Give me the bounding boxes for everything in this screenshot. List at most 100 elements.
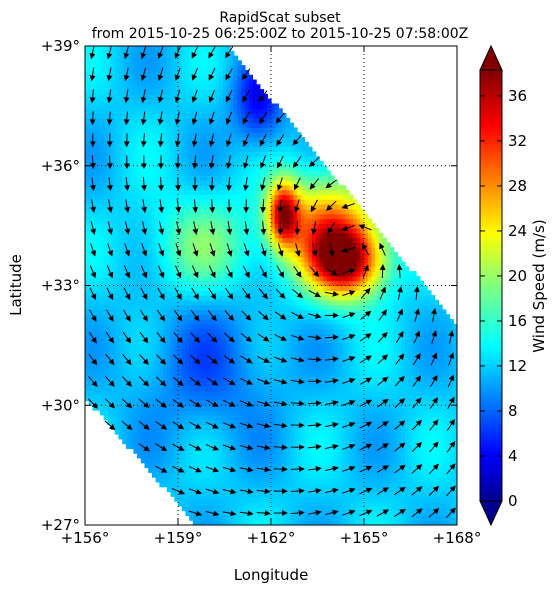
heat-cell [137,108,142,114]
heat-cell [181,46,187,52]
heat-cell [114,366,120,373]
heat-cell [103,84,108,90]
heat-cell [285,194,291,200]
heat-cell [230,55,235,61]
heat-cell [189,266,194,272]
heat-cell [174,223,179,229]
heat-cell [233,448,239,454]
heat-cell [174,208,179,215]
heat-cell [259,156,265,162]
heat-cell [285,491,291,497]
heat-cell [148,117,153,124]
heat-cell [248,515,253,521]
heat-cell [189,251,194,258]
heat-cell [244,491,250,497]
heat-cell [230,223,235,229]
heat-cell [137,103,142,109]
heat-cell [114,55,120,61]
heat-cell [222,165,227,172]
heat-cell [263,433,268,440]
heat-cell [244,376,250,382]
heat-cell [274,266,280,272]
heat-cell [174,323,179,330]
heat-cell [271,251,276,258]
heat-cell [185,165,190,172]
heat-cell [151,113,157,119]
heat-cell [252,319,257,325]
heat-cell [267,395,272,402]
heat-cell [103,328,108,334]
heat-cell [204,117,209,124]
heat-cell [178,165,183,172]
heat-cell [215,376,220,382]
heat-cell [85,141,90,148]
heat-cell [196,366,201,373]
heat-cell [211,175,216,181]
heat-cell [88,256,94,263]
chart-title: RapidScat subset [219,10,341,26]
heat-cell [233,510,239,517]
heat-cell [111,271,116,277]
heat-cell [88,165,94,172]
heat-cell [163,213,168,220]
heat-cell [96,218,101,224]
heat-cell [196,419,201,426]
heat-cell [163,93,168,100]
heat-cell [155,242,160,248]
heat-cell [151,352,157,358]
heat-cell [200,256,205,263]
heat-cell [192,443,198,449]
heat-cell [181,314,187,320]
heat-cell [122,84,127,90]
heat-cell [256,93,261,100]
heat-cell [170,117,175,124]
heat-cell [122,410,127,416]
heat-cell [118,204,123,210]
heat-cell [129,299,134,306]
heat-cell [166,295,172,301]
heat-cell [133,285,138,291]
heat-cell [148,146,153,152]
heat-cell [148,204,153,210]
heat-cell [237,467,242,473]
heat-cell [122,151,127,157]
heat-cell [222,266,227,272]
heat-cell [103,410,108,416]
heat-cell [274,405,280,411]
heat-cell [256,156,261,162]
heat-cell [196,189,201,196]
heat-cell [271,151,276,157]
heat-cell [185,290,190,296]
heat-cell [111,419,116,426]
heat-cell [99,79,105,85]
heat-cell [207,146,213,152]
heat-cell [178,141,183,148]
heat-cell [207,299,213,306]
heat-cell [114,84,120,90]
heat-cell [178,218,183,224]
heat-cell [233,65,239,71]
heat-cell [285,271,291,277]
heat-cell [129,304,134,311]
heat-cell [200,165,205,172]
heat-cell [192,371,198,378]
heat-cell [259,491,265,497]
heat-cell [263,146,268,152]
heat-cell [218,371,224,378]
heat-cell [244,180,250,186]
heat-cell [181,419,187,426]
heat-cell [252,467,257,473]
heat-cell [163,462,168,469]
heat-cell [204,132,209,138]
heat-cell [181,366,187,373]
heat-cell [271,228,276,234]
heat-cell [274,175,280,181]
heat-cell [122,438,127,445]
heat-cell [207,199,213,205]
heat-cell [114,170,120,176]
heat-cell [218,156,224,162]
heat-cell [122,328,127,334]
heat-cell [215,79,220,85]
heat-cell [181,491,187,497]
heat-cell [140,376,146,382]
